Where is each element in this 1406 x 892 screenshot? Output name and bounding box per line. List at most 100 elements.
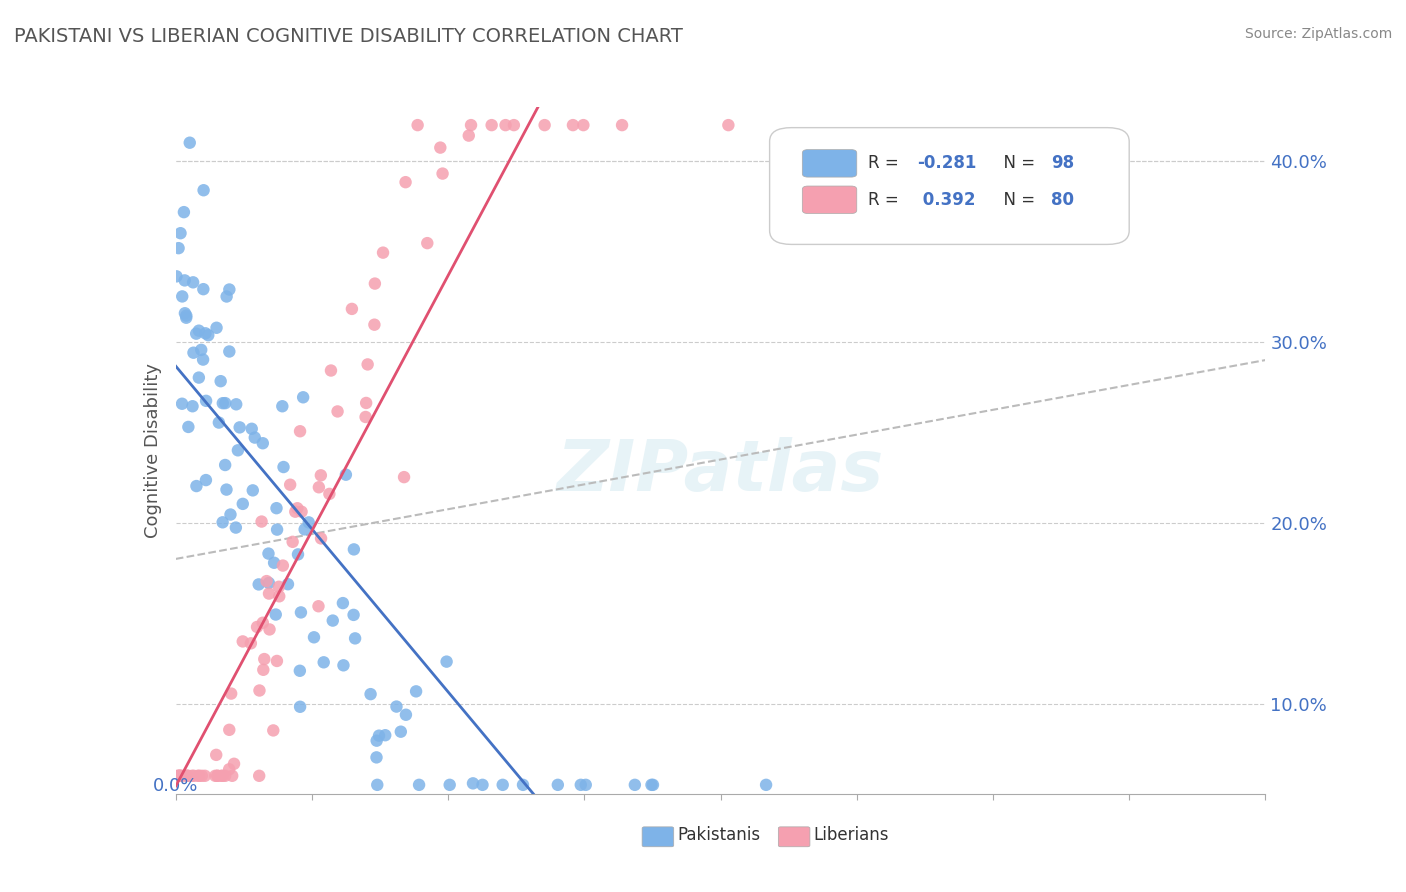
Text: 0.392: 0.392 [917, 191, 976, 209]
Point [177, 769, 200, 783]
Text: N =: N = [993, 154, 1040, 172]
Point [371, 245, 394, 260]
Point [457, 128, 479, 143]
Point [389, 724, 412, 739]
Point [194, 769, 217, 783]
Point [271, 558, 294, 573]
Point [277, 577, 299, 591]
Point [194, 326, 217, 341]
Point [569, 778, 592, 792]
Point [221, 769, 243, 783]
Point [269, 589, 291, 603]
Point [259, 623, 281, 637]
Point [257, 586, 280, 600]
Point [266, 523, 288, 537]
Point [177, 420, 200, 434]
Point [169, 769, 191, 783]
Point [191, 769, 214, 783]
Text: Source: ZipAtlas.com: Source: ZipAtlas.com [1244, 27, 1392, 41]
Point [267, 580, 290, 594]
FancyBboxPatch shape [769, 128, 1129, 244]
Point [243, 431, 266, 445]
Point [219, 508, 242, 522]
Point [239, 636, 262, 650]
Point [252, 436, 274, 450]
Point [495, 118, 517, 132]
Text: ZIPatlas: ZIPatlas [557, 436, 884, 506]
Text: 98: 98 [1050, 154, 1074, 172]
Point [366, 750, 388, 764]
Point [170, 397, 193, 411]
Point [176, 769, 198, 783]
Point [292, 390, 315, 404]
Point [610, 118, 633, 132]
Point [172, 769, 194, 783]
Point [624, 778, 647, 792]
Point [187, 769, 209, 783]
Point [278, 477, 301, 491]
Point [232, 497, 254, 511]
Point [717, 118, 740, 132]
Point [492, 778, 515, 792]
Point [374, 728, 396, 742]
FancyBboxPatch shape [803, 186, 856, 213]
Point [253, 652, 276, 666]
Point [179, 136, 201, 150]
Point [264, 607, 287, 622]
Point [309, 532, 332, 546]
Point [512, 778, 534, 792]
Point [211, 516, 233, 530]
Point [436, 655, 458, 669]
Point [547, 778, 569, 792]
Point [250, 515, 273, 529]
Point [481, 118, 503, 132]
Point [183, 345, 205, 359]
Point [218, 762, 240, 776]
Point [561, 118, 583, 132]
Point [262, 723, 284, 738]
Point [190, 343, 212, 357]
Point [366, 778, 388, 792]
Point [214, 769, 236, 783]
Point [211, 769, 233, 783]
Point [256, 574, 278, 588]
Point [169, 226, 191, 240]
Point [343, 542, 366, 557]
Point [247, 769, 270, 783]
Point [366, 733, 388, 747]
Point [249, 683, 271, 698]
Point [183, 769, 205, 783]
Point [247, 577, 270, 591]
Point [392, 470, 415, 484]
Point [218, 283, 240, 297]
Point [240, 422, 263, 436]
Point [271, 399, 294, 413]
Text: R =: R = [868, 191, 904, 209]
Text: N =: N = [993, 191, 1040, 209]
Point [246, 620, 269, 634]
Point [288, 664, 311, 678]
Point [186, 326, 208, 341]
Point [208, 416, 231, 430]
Point [209, 769, 232, 783]
Point [166, 269, 188, 284]
Point [471, 778, 494, 792]
Point [225, 397, 247, 411]
Point [309, 468, 332, 483]
Point [173, 273, 195, 287]
Point [342, 607, 364, 622]
Point [214, 396, 236, 410]
Point [302, 630, 325, 644]
Point [318, 487, 340, 501]
Point [354, 409, 377, 424]
Point [252, 663, 274, 677]
FancyBboxPatch shape [643, 827, 673, 847]
Text: Pakistanis: Pakistanis [678, 826, 761, 844]
Point [169, 769, 191, 783]
Point [354, 396, 377, 410]
Point [167, 769, 190, 783]
Point [204, 769, 226, 783]
Point [187, 370, 209, 384]
Point [340, 301, 363, 316]
Point [176, 769, 198, 783]
